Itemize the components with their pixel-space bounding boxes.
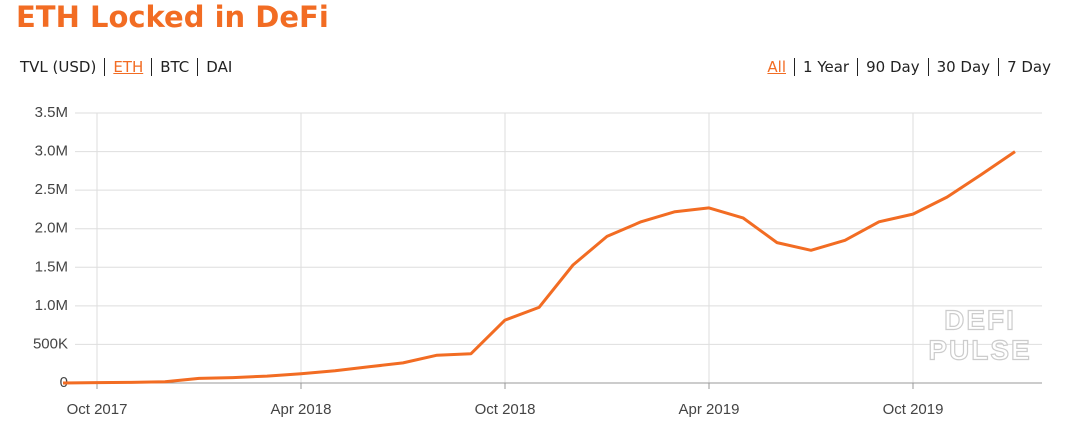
x-tick-label: Oct 2017 (67, 401, 128, 418)
watermark: DEFI (944, 304, 1016, 335)
range-tabs: All 1 Year 90 Day 30 Day 7 Day (759, 58, 1051, 76)
range-tab[interactable]: 90 Day (857, 58, 927, 76)
x-tick-label: Apr 2019 (679, 401, 740, 418)
y-tick-label: 1.5M (35, 258, 68, 275)
unit-tab[interactable]: TVL (USD) (20, 58, 97, 76)
range-tab[interactable]: 30 Day (927, 58, 998, 76)
unit-tab[interactable]: ETH (104, 58, 151, 76)
x-tick-label: Oct 2019 (883, 401, 944, 418)
y-tick-label: 3.5M (35, 104, 68, 121)
watermark: PULSE (928, 334, 1031, 365)
unit-tab[interactable]: DAI (197, 58, 240, 76)
unit-tabs: TVL (USD) ETH BTC DAI (12, 58, 240, 76)
line (62, 150, 1016, 385)
unit-tab[interactable]: BTC (151, 58, 197, 76)
y-tick-label: 2.0M (35, 220, 68, 237)
chart-title: ETH Locked in DeFi (16, 0, 329, 34)
x-tick-label: Apr 2018 (271, 401, 332, 418)
range-tab[interactable]: 7 Day (998, 58, 1051, 76)
y-tick-label: 2.5M (35, 181, 68, 198)
y-tick-label: 500K (33, 335, 68, 352)
range-tab[interactable]: All (767, 58, 787, 76)
y-tick-label: 3.0M (35, 143, 68, 160)
x-tick-label: Oct 2018 (475, 401, 536, 418)
y-tick-label: 1.0M (35, 297, 68, 314)
range-tab[interactable]: 1 Year (794, 58, 857, 76)
